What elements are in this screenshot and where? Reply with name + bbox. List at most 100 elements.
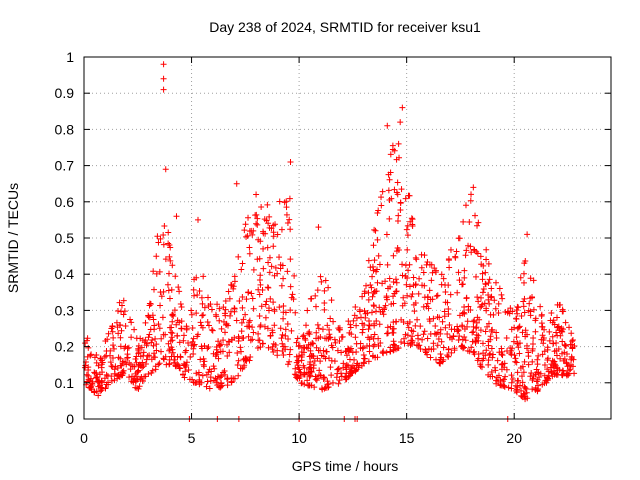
data-point — [474, 222, 481, 229]
data-point — [420, 331, 427, 338]
data-point — [185, 366, 192, 373]
data-point — [110, 334, 117, 341]
data-point — [477, 304, 484, 311]
data-point — [245, 289, 252, 296]
data-point — [473, 334, 480, 341]
data-point — [454, 289, 461, 296]
data-point — [249, 324, 256, 331]
data-point — [470, 328, 477, 335]
data-point — [479, 289, 486, 296]
data-point — [95, 392, 102, 399]
data-point — [407, 218, 414, 225]
data-point — [445, 257, 452, 264]
data-point — [193, 310, 200, 317]
data-point — [362, 314, 369, 321]
data-point — [442, 289, 449, 296]
data-point — [321, 306, 328, 313]
data-point — [87, 352, 94, 359]
data-point — [180, 371, 187, 378]
data-point — [515, 344, 522, 351]
data-point — [225, 322, 232, 329]
data-point — [102, 338, 109, 345]
data-point — [495, 300, 502, 307]
data-point — [461, 344, 468, 351]
data-point — [265, 259, 272, 266]
data-point — [122, 322, 129, 329]
data-point — [390, 252, 397, 259]
data-point — [540, 336, 547, 343]
data-point — [360, 359, 367, 366]
data-point — [363, 342, 370, 349]
data-point — [259, 340, 266, 347]
data-point — [345, 372, 352, 379]
data-point — [89, 378, 96, 385]
data-point — [393, 156, 400, 163]
data-point — [143, 342, 150, 349]
data-point — [239, 293, 246, 300]
data-point — [258, 203, 265, 210]
data-point — [255, 337, 262, 344]
data-point — [328, 297, 335, 304]
data-point — [461, 325, 468, 332]
data-point-outlier — [195, 216, 202, 223]
data-point — [474, 294, 481, 301]
data-point — [426, 318, 433, 325]
data-point — [152, 335, 159, 342]
data-point — [301, 335, 308, 342]
data-point — [274, 270, 281, 277]
data-point — [294, 374, 301, 381]
data-point — [391, 290, 398, 297]
data-point — [268, 263, 275, 270]
data-point — [366, 348, 373, 355]
data-point — [151, 350, 158, 357]
data-point — [134, 369, 141, 376]
data-point — [238, 319, 245, 326]
data-point — [423, 303, 430, 310]
data-point — [562, 342, 569, 349]
data-point — [397, 200, 404, 207]
data-point — [218, 325, 225, 332]
data-point — [571, 370, 578, 377]
data-point — [530, 306, 537, 313]
data-point — [126, 374, 133, 381]
data-point — [94, 374, 101, 381]
data-point — [371, 226, 378, 233]
data-point — [521, 358, 528, 365]
data-point — [208, 326, 215, 333]
data-point — [262, 314, 269, 321]
data-point — [217, 348, 224, 355]
data-point — [426, 287, 433, 294]
data-point — [469, 329, 476, 336]
data-point — [476, 316, 483, 323]
data-point — [513, 359, 520, 366]
data-point — [527, 275, 534, 282]
data-point — [280, 352, 287, 359]
data-point — [467, 243, 474, 250]
data-point — [235, 372, 242, 379]
data-point — [379, 349, 386, 356]
data-point — [523, 342, 530, 349]
data-point — [348, 331, 355, 338]
data-point — [376, 304, 383, 311]
data-point — [406, 261, 413, 268]
data-point — [515, 324, 522, 331]
data-point — [199, 372, 206, 379]
data-point — [418, 264, 425, 271]
data-point — [485, 260, 492, 267]
data-point — [169, 318, 176, 325]
data-point — [514, 340, 521, 347]
data-point — [198, 294, 205, 301]
data-point — [215, 338, 222, 345]
data-point — [215, 355, 222, 362]
data-point — [127, 316, 134, 323]
data-point — [278, 226, 285, 233]
data-point — [514, 310, 521, 317]
data-point — [480, 285, 487, 292]
data-point — [338, 349, 345, 356]
data-point — [441, 313, 448, 320]
y-tick-label: 0.1 — [55, 375, 75, 391]
data-point — [84, 353, 91, 360]
data-point — [177, 301, 184, 308]
data-point-outlier — [287, 158, 294, 165]
data-point — [444, 299, 451, 306]
